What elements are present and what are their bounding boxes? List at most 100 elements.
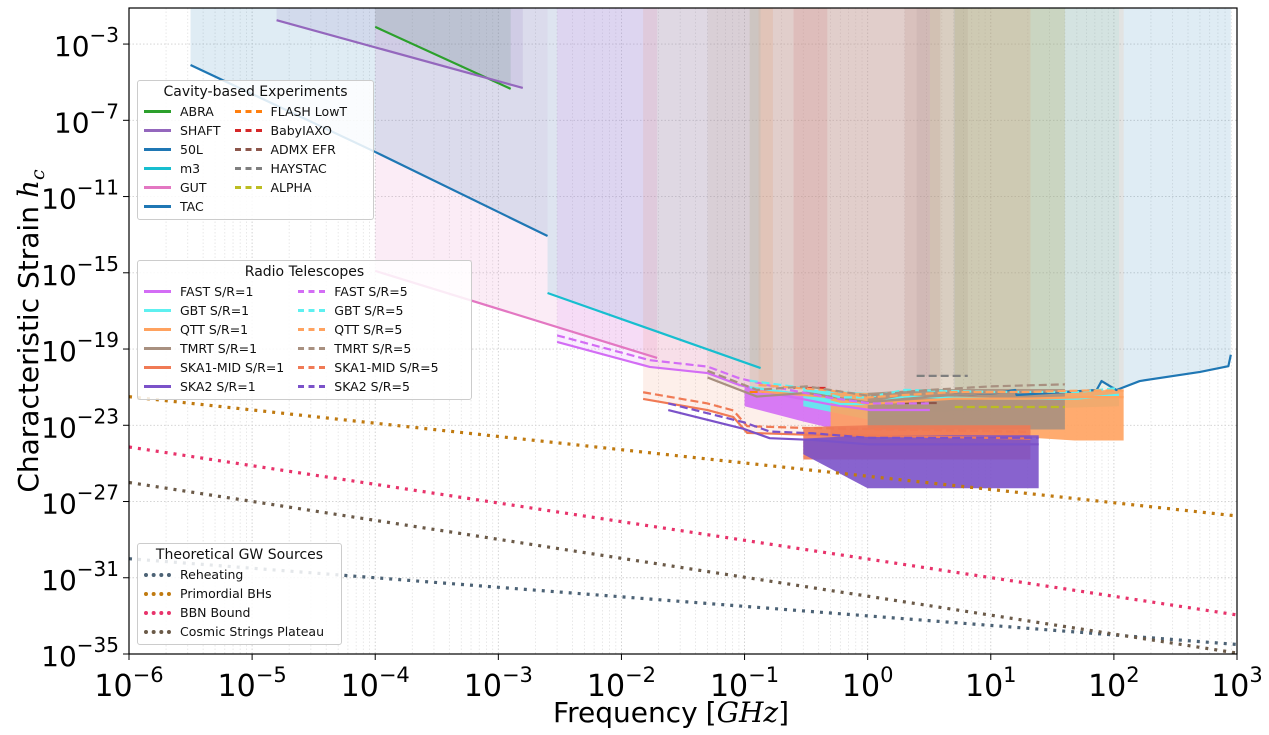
legend-label: TMRT S/R=1 <box>180 341 258 356</box>
legend-label: Primordial BHs <box>180 586 272 601</box>
legend-entry-qtt-s-r-5: QTT S/R=5 <box>298 320 438 339</box>
legend-label: GBT S/R=1 <box>180 303 250 318</box>
legend-label: 50L <box>180 142 203 157</box>
legend-entry-50l: 50L <box>144 140 221 159</box>
ska2-s-r-5-line <box>667 402 1039 439</box>
legend-entry-gbt-s-r-5: GBT S/R=5 <box>298 301 438 320</box>
legend-title: Cavity-based Experiments <box>163 84 348 100</box>
legend-swatch <box>144 309 171 312</box>
legend-swatch <box>144 347 171 350</box>
alpha-sensitivity-region <box>954 8 1065 407</box>
y-tick-label: 10−35 <box>41 633 119 673</box>
m3-line <box>547 291 761 370</box>
legend-swatch <box>298 347 326 350</box>
legend-swatch <box>298 309 326 312</box>
legend-swatch <box>144 572 171 577</box>
legend-entry-alpha: ALPHA <box>234 178 348 197</box>
legend-entry-reheating: Reheating <box>144 565 324 584</box>
x-tick-label: 103 <box>1211 663 1263 704</box>
legend-entry-shaft: SHAFT <box>144 121 221 140</box>
y-tick-label: 10−11 <box>41 176 119 216</box>
y-tick-label: 10−27 <box>41 481 119 521</box>
legend-entry-ska2-s-r-5: SKA2 S/R=5 <box>298 377 438 396</box>
legend-label: ALPHA <box>270 180 312 195</box>
legend-label: Reheating <box>180 567 244 582</box>
legend-entry-gbt-s-r-1: GBT S/R=1 <box>144 301 284 320</box>
cavity-based-experiments-legend: Cavity-based Experiments ABRA SHAFT 50L m3 GU… <box>137 80 374 220</box>
legend-swatch <box>144 110 171 113</box>
x-tick-label: 10−2 <box>587 663 656 704</box>
x-tick-label: 102 <box>1088 663 1140 704</box>
legend-swatch <box>144 129 171 132</box>
legend-title: Theoretical GW Sources <box>155 547 324 563</box>
shaft-line <box>276 19 524 89</box>
legend-label: SKA1-MID S/R=5 <box>334 360 439 375</box>
legend-label: m3 <box>180 161 201 176</box>
legend-label: BabyIAXO <box>270 123 332 138</box>
legend-swatch <box>234 167 262 170</box>
legend-entry-haystac: HAYSTAC <box>234 159 348 178</box>
x-tick-label: 101 <box>965 663 1017 704</box>
legend-label: SKA2 S/R=1 <box>180 379 256 394</box>
y-tick-label: 10−31 <box>41 557 119 597</box>
tac-line <box>374 150 549 237</box>
legend-label: HAYSTAC <box>270 161 327 176</box>
legend-swatch <box>234 129 262 132</box>
legend-swatch <box>234 148 262 151</box>
legend-label: TAC <box>180 199 204 214</box>
y-tick-label: 10−7 <box>54 99 119 139</box>
legend-entry-fast-s-r-5: FAST S/R=5 <box>298 282 438 301</box>
plot-content <box>129 8 1237 654</box>
shaft-sensitivity-region <box>276 8 523 88</box>
tac-sensitivity-region <box>375 8 548 237</box>
x-tick-label: 100 <box>842 663 894 704</box>
50l-line <box>953 354 1232 397</box>
legend-swatch <box>144 205 171 208</box>
legend-label: BBN Bound <box>180 605 251 620</box>
legend-entry-primordial-bhs: Primordial BHs <box>144 584 324 603</box>
y-tick-label: 10−19 <box>41 328 119 368</box>
fast-s-r-1-sensitivity-region <box>557 8 930 411</box>
legend-label: FAST S/R=1 <box>180 284 254 299</box>
legend-label: SKA1-MID S/R=1 <box>180 360 285 375</box>
legend-label: ADMX EFR <box>270 142 336 157</box>
legend-swatch <box>298 366 326 369</box>
legend-entry-ska1-mid-s-r-1: SKA1-MID S/R=1 <box>144 358 284 377</box>
x-tick-label: 10−6 <box>94 663 163 704</box>
abra-sensitivity-region <box>375 8 511 89</box>
flash-lowt-sensitivity-region <box>749 8 773 392</box>
legend-entry-bbn-bound: BBN Bound <box>144 603 324 622</box>
ska2-s-r-1-noise-band <box>803 435 1039 489</box>
tmrt-s-r-1-sensitivity-region <box>707 8 1065 403</box>
primordial-bhs-line <box>129 395 1237 518</box>
legend-title: Radio Telescopes <box>244 264 365 280</box>
legend-entry-cosmic-strings-plateau: Cosmic Strings Plateau <box>144 622 324 641</box>
axes-frame <box>128 7 1238 655</box>
legend-label: FLASH LowT <box>270 104 348 119</box>
50l-sensitivity-region <box>953 8 1231 395</box>
y-axis-label: Characteristic Strainhc <box>12 169 49 493</box>
haystac-sensitivity-region <box>916 8 968 376</box>
fast-s-r-5-line <box>556 334 930 405</box>
y-tick-label: 10−23 <box>41 404 119 444</box>
legend-swatch <box>144 167 171 170</box>
legend-entry-m3: m3 <box>144 159 221 178</box>
legend-entry-tac: TAC <box>144 197 221 216</box>
legend-entry-qtt-s-r-1: QTT S/R=1 <box>144 320 284 339</box>
ska2-s-r-1-line <box>667 408 1039 446</box>
cosmic-strings-plateau-line <box>129 480 1237 654</box>
legend-label: SKA2 S/R=5 <box>334 379 410 394</box>
legend-swatch <box>144 385 171 388</box>
legend-label: GUT <box>180 180 207 195</box>
legend-swatch <box>144 366 171 369</box>
legend-swatch <box>298 328 326 331</box>
x-axis-label: Frequency [GHz] <box>553 696 789 729</box>
tmrt-s-r-5-line <box>707 369 1065 397</box>
x-tick-label: 10−4 <box>341 663 410 704</box>
legend-swatch <box>144 629 171 634</box>
legend-entry-admx-efr: ADMX EFR <box>234 140 348 159</box>
legend-swatch <box>144 610 171 615</box>
legend-entry-tmrt-s-r-5: TMRT S/R=5 <box>298 339 438 358</box>
fills <box>190 8 1231 439</box>
admx-efr-sensitivity-region <box>904 8 941 403</box>
